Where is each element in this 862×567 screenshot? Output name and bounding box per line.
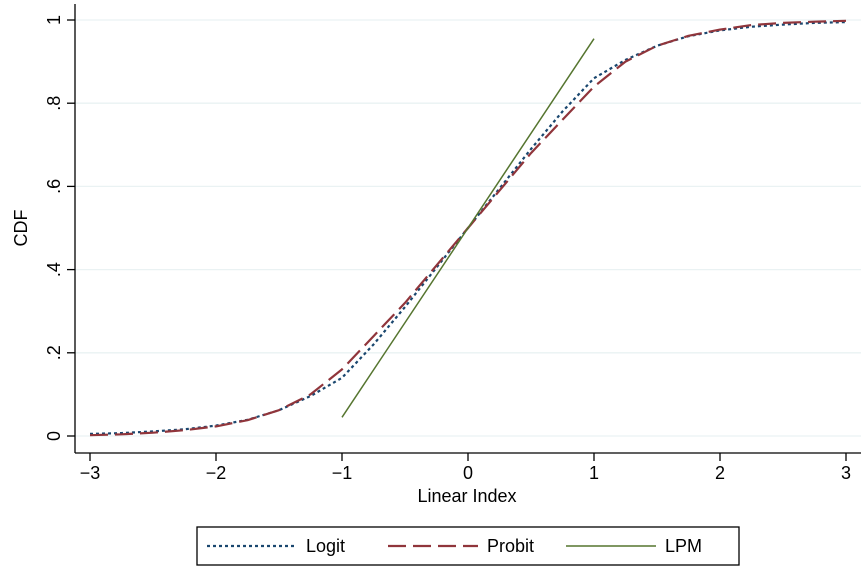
x-tick-label: 1 [589, 463, 599, 483]
y-tick-label: 0 [44, 431, 64, 441]
legend: Logit Probit LPM [196, 526, 740, 566]
legend-label-probit: Probit [487, 536, 534, 556]
y-tick-label: .6 [44, 179, 64, 194]
x-tick-label: −2 [206, 463, 227, 483]
x-tick-label: −1 [332, 463, 353, 483]
series-layer [89, 19, 847, 437]
x-tick-label: 0 [463, 463, 473, 483]
axes-layer: 0 .2 .4 .6 .8 1 −3 −2 −1 0 1 2 3 [44, 4, 861, 483]
series-line-lpm [341, 38, 595, 418]
y-tick-label: 1 [44, 15, 64, 25]
y-tick-label: .2 [44, 345, 64, 360]
x-tick-label: 2 [715, 463, 725, 483]
x-axis-title: Linear Index [417, 486, 516, 506]
legend-label-lpm: LPM [665, 536, 702, 556]
x-tick-label: 3 [841, 463, 851, 483]
legend-label-logit: Logit [306, 536, 345, 556]
grid-layer [75, 19, 861, 437]
y-axis-title: CDF [11, 210, 31, 247]
x-tick-label: −3 [80, 463, 101, 483]
y-tick-label: .4 [44, 262, 64, 277]
y-tick-label: .8 [44, 96, 64, 111]
